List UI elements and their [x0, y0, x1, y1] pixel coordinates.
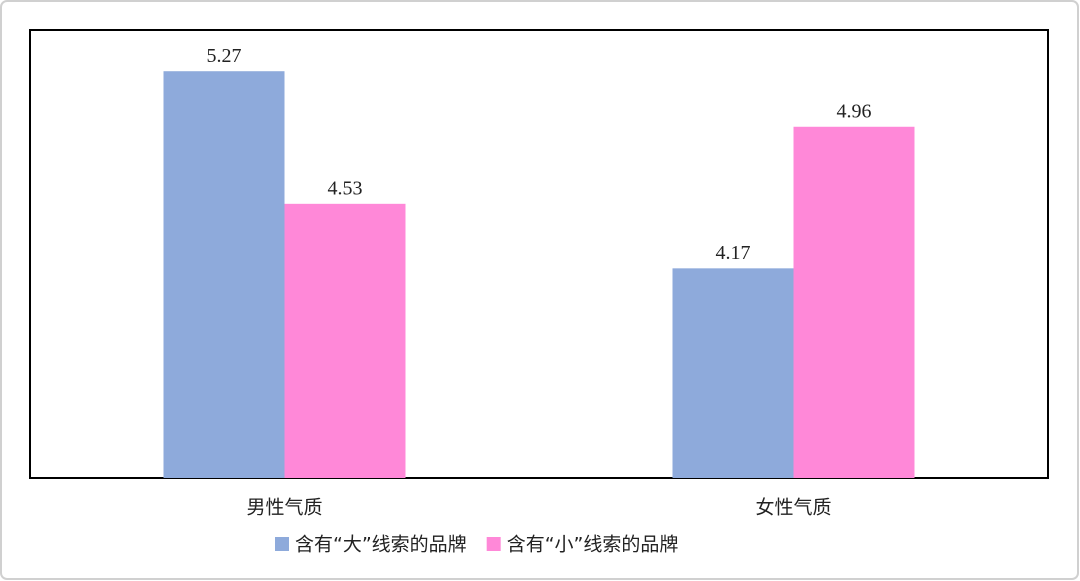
bar: [284, 203, 406, 478]
value-label: 5.27: [207, 45, 242, 67]
legend-label: 含有“小”线索的品牌: [507, 534, 679, 556]
value-label: 4.17: [716, 242, 751, 264]
x-tick-label: 男性气质: [246, 497, 322, 519]
value-label: 4.53: [328, 177, 363, 199]
plot-area: [29, 29, 1049, 479]
legend-label: 含有“大”线索的品牌: [295, 534, 467, 556]
legend-swatch: [486, 537, 501, 551]
bar: [163, 71, 285, 478]
bar: [793, 126, 915, 478]
x-tick-label: 女性气质: [755, 497, 831, 519]
bar: [672, 268, 794, 478]
legend-swatch: [275, 537, 289, 551]
value-label: 4.96: [837, 100, 872, 122]
